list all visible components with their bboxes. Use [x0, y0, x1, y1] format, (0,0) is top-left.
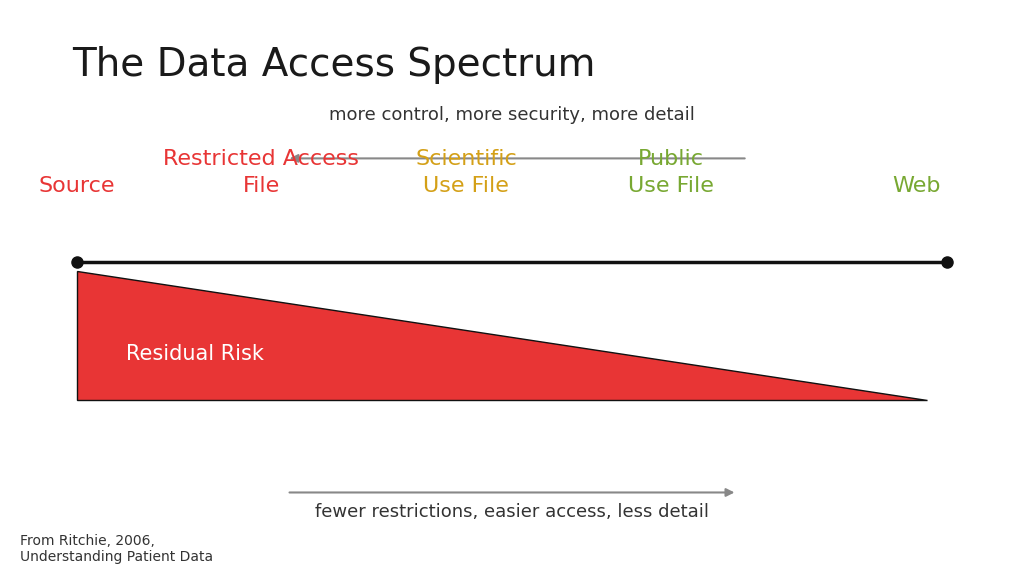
Text: Source: Source: [39, 176, 115, 196]
Text: fewer restrictions, easier access, less detail: fewer restrictions, easier access, less …: [315, 503, 709, 521]
Text: more control, more security, more detail: more control, more security, more detail: [329, 106, 695, 124]
Text: Web: Web: [892, 176, 941, 196]
Polygon shape: [77, 271, 927, 400]
Text: From Ritchie, 2006,
Understanding Patient Data: From Ritchie, 2006, Understanding Patien…: [20, 535, 214, 564]
Text: Residual Risk: Residual Risk: [126, 344, 263, 364]
Text: Scientific
Use File: Scientific Use File: [415, 149, 517, 196]
Text: Restricted Access
File: Restricted Access File: [163, 149, 359, 196]
Text: Public
Use File: Public Use File: [628, 149, 714, 196]
Text: The Data Access Spectrum: The Data Access Spectrum: [72, 46, 595, 84]
